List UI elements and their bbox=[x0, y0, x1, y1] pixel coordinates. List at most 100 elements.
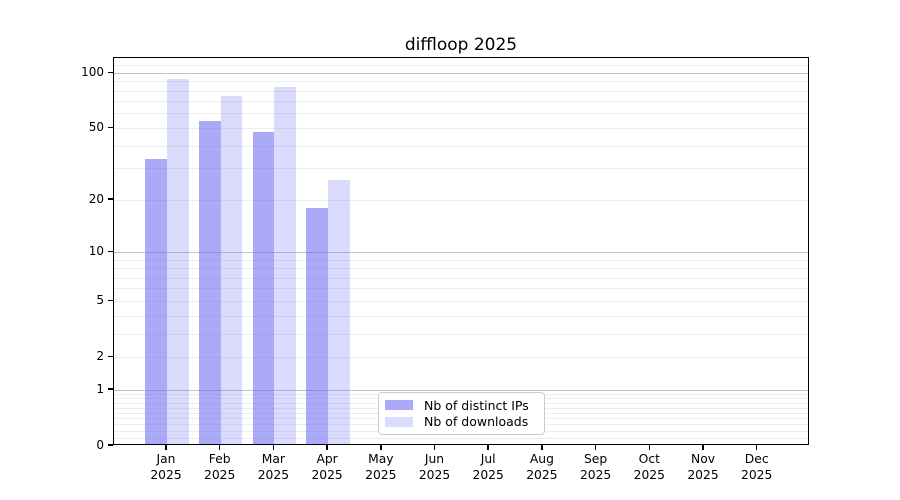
minor-gridline bbox=[114, 300, 808, 302]
y-tick-mark bbox=[108, 250, 113, 253]
minor-gridline bbox=[114, 145, 808, 147]
minor-gridline bbox=[114, 268, 808, 270]
legend-swatch-distinct-ips bbox=[385, 400, 413, 411]
legend-item-downloads: Nb of downloads bbox=[385, 414, 538, 429]
month-year: 2025 bbox=[687, 467, 719, 482]
y-tick-label: 20 bbox=[88, 192, 104, 207]
month-year: 2025 bbox=[633, 467, 665, 482]
month-year: 2025 bbox=[526, 467, 558, 482]
plot-area bbox=[113, 57, 809, 445]
month-year: 2025 bbox=[472, 467, 504, 482]
x-month-label: Sep 2025 bbox=[568, 452, 624, 483]
bar-distinct-ips bbox=[306, 208, 329, 445]
x-month-label: Apr 2025 bbox=[299, 452, 355, 483]
x-tick-mark bbox=[702, 445, 704, 450]
legend-item-distinct-ips: Nb of distinct IPs bbox=[385, 398, 538, 413]
minor-gridline bbox=[114, 259, 808, 261]
y-tick-mark bbox=[108, 71, 113, 73]
x-tick-mark bbox=[487, 445, 489, 450]
month-name: Apr bbox=[316, 452, 338, 466]
x-month-label: Jul 2025 bbox=[460, 452, 516, 483]
x-tick-mark bbox=[648, 445, 651, 450]
x-tick-mark bbox=[165, 445, 167, 450]
legend: Nb of distinct IPs Nb of downloads bbox=[378, 392, 545, 435]
y-tick-label: 1 bbox=[96, 382, 104, 397]
minor-gridline bbox=[114, 333, 808, 335]
minor-gridline bbox=[114, 288, 808, 290]
x-tick-mark bbox=[541, 445, 543, 450]
minor-gridline bbox=[114, 90, 808, 92]
bar-distinct-ips bbox=[252, 131, 275, 445]
y-tick-mark bbox=[108, 198, 113, 200]
month-name: Sep bbox=[584, 452, 608, 466]
x-tick-mark bbox=[433, 445, 436, 450]
bar-downloads bbox=[328, 179, 350, 445]
minor-gridline bbox=[114, 315, 808, 317]
minor-gridline bbox=[114, 65, 808, 67]
y-tick-mark bbox=[108, 355, 113, 358]
bar-distinct-ips bbox=[145, 158, 167, 445]
y-tick-label: 5 bbox=[96, 293, 104, 308]
minor-gridline bbox=[114, 277, 808, 279]
y-tick-mark bbox=[108, 388, 113, 390]
x-month-label: May 2025 bbox=[353, 452, 409, 483]
bar-downloads bbox=[167, 79, 189, 445]
legend-swatch-downloads bbox=[385, 416, 413, 427]
y-tick-label: 50 bbox=[88, 120, 104, 135]
x-month-label: Jun 2025 bbox=[407, 452, 463, 483]
x-month-label: Feb 2025 bbox=[192, 452, 248, 483]
bar-distinct-ips bbox=[198, 120, 221, 445]
x-month-label: Nov 2025 bbox=[675, 452, 731, 483]
minor-gridline bbox=[114, 101, 808, 103]
bar-downloads bbox=[274, 87, 297, 445]
y-tick-mark bbox=[108, 126, 113, 129]
x-month-label: Jan 2025 bbox=[138, 452, 194, 483]
month-name: Mar bbox=[261, 452, 285, 466]
x-month-label: Aug 2025 bbox=[514, 452, 570, 483]
y-tick-mark bbox=[108, 299, 113, 302]
month-year: 2025 bbox=[579, 467, 612, 482]
month-year: 2025 bbox=[365, 467, 397, 482]
month-name: Jul bbox=[480, 452, 496, 466]
month-year: 2025 bbox=[741, 467, 773, 482]
month-name: Feb bbox=[208, 452, 231, 466]
month-name: Jun bbox=[424, 452, 445, 466]
month-year: 2025 bbox=[418, 467, 451, 482]
month-year: 2025 bbox=[204, 467, 236, 482]
x-tick-mark bbox=[326, 445, 328, 450]
y-tick-label: 0 bbox=[96, 438, 104, 452]
minor-gridline bbox=[114, 356, 808, 358]
month-name: Aug bbox=[529, 452, 554, 466]
bar-downloads bbox=[220, 96, 243, 445]
legend-label-downloads: Nb of downloads bbox=[424, 414, 529, 430]
x-tick-mark bbox=[380, 445, 382, 450]
major-gridline bbox=[114, 72, 808, 74]
major-gridline bbox=[114, 389, 808, 391]
month-name: Jan bbox=[156, 452, 176, 466]
month-year: 2025 bbox=[311, 467, 343, 482]
y-tick-label: 2 bbox=[96, 349, 104, 364]
minor-gridline bbox=[114, 81, 808, 83]
x-month-label: Mar 2025 bbox=[245, 452, 301, 483]
month-year: 2025 bbox=[257, 467, 290, 482]
y-tick-mark bbox=[108, 444, 113, 446]
x-tick-mark bbox=[755, 445, 758, 450]
month-name: May bbox=[368, 452, 394, 466]
minor-gridline bbox=[114, 113, 808, 115]
month-year: 2025 bbox=[150, 467, 182, 482]
month-name: Dec bbox=[744, 452, 769, 466]
minor-gridline bbox=[114, 199, 808, 201]
minor-gridline bbox=[114, 168, 808, 170]
legend-label-distinct-ips: Nb of distinct IPs bbox=[424, 397, 529, 413]
minor-gridline bbox=[114, 437, 808, 439]
y-tick-label: 100 bbox=[81, 65, 104, 80]
major-gridline bbox=[114, 251, 808, 253]
x-tick-mark bbox=[594, 445, 597, 450]
x-month-label: Dec 2025 bbox=[729, 452, 785, 483]
month-name: Nov bbox=[691, 452, 715, 466]
month-name: Oct bbox=[638, 452, 660, 466]
minor-gridline bbox=[114, 127, 808, 129]
chart-title: diffloop 2025 bbox=[404, 35, 518, 55]
x-tick-mark bbox=[272, 445, 275, 450]
